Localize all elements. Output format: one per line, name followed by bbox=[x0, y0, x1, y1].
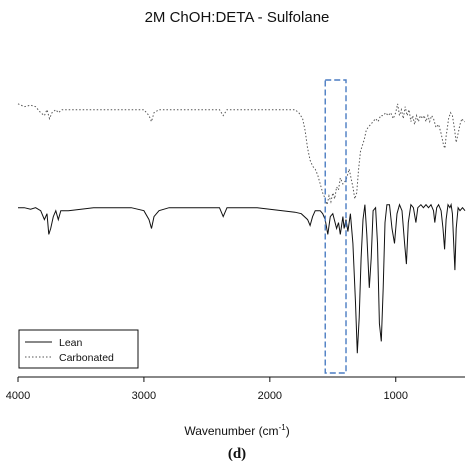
x-axis-label-sup: -1 bbox=[279, 423, 287, 432]
highlight-region-box bbox=[324, 79, 347, 374]
x-tick-label: 4000 bbox=[6, 390, 30, 402]
x-axis-label-main: Wavenumber (cm bbox=[184, 424, 278, 438]
panel-label: (d) bbox=[228, 446, 246, 462]
x-axis-label: Wavenumber (cm-1) bbox=[184, 423, 289, 438]
chart-title: 2M ChOH:DETA - Sulfolane bbox=[145, 9, 330, 26]
legend-label-lean: Lean bbox=[59, 337, 83, 349]
plot-area: 4000 3000 2000 1000 bbox=[6, 79, 466, 402]
x-tick-label: 1000 bbox=[384, 390, 408, 402]
series-layer bbox=[17, 103, 466, 354]
x-axis-label-end: ) bbox=[286, 424, 290, 438]
series-line-lean bbox=[18, 202, 466, 354]
series-line-carbonated bbox=[17, 103, 465, 207]
legend: Lean Carbonated bbox=[18, 329, 139, 369]
x-tick-label: 2000 bbox=[258, 390, 282, 402]
legend-label-carbonated: Carbonated bbox=[59, 352, 114, 364]
x-ticks: 4000 3000 2000 1000 bbox=[6, 377, 408, 402]
legend-box bbox=[18, 329, 139, 369]
x-tick-label: 3000 bbox=[132, 390, 156, 402]
